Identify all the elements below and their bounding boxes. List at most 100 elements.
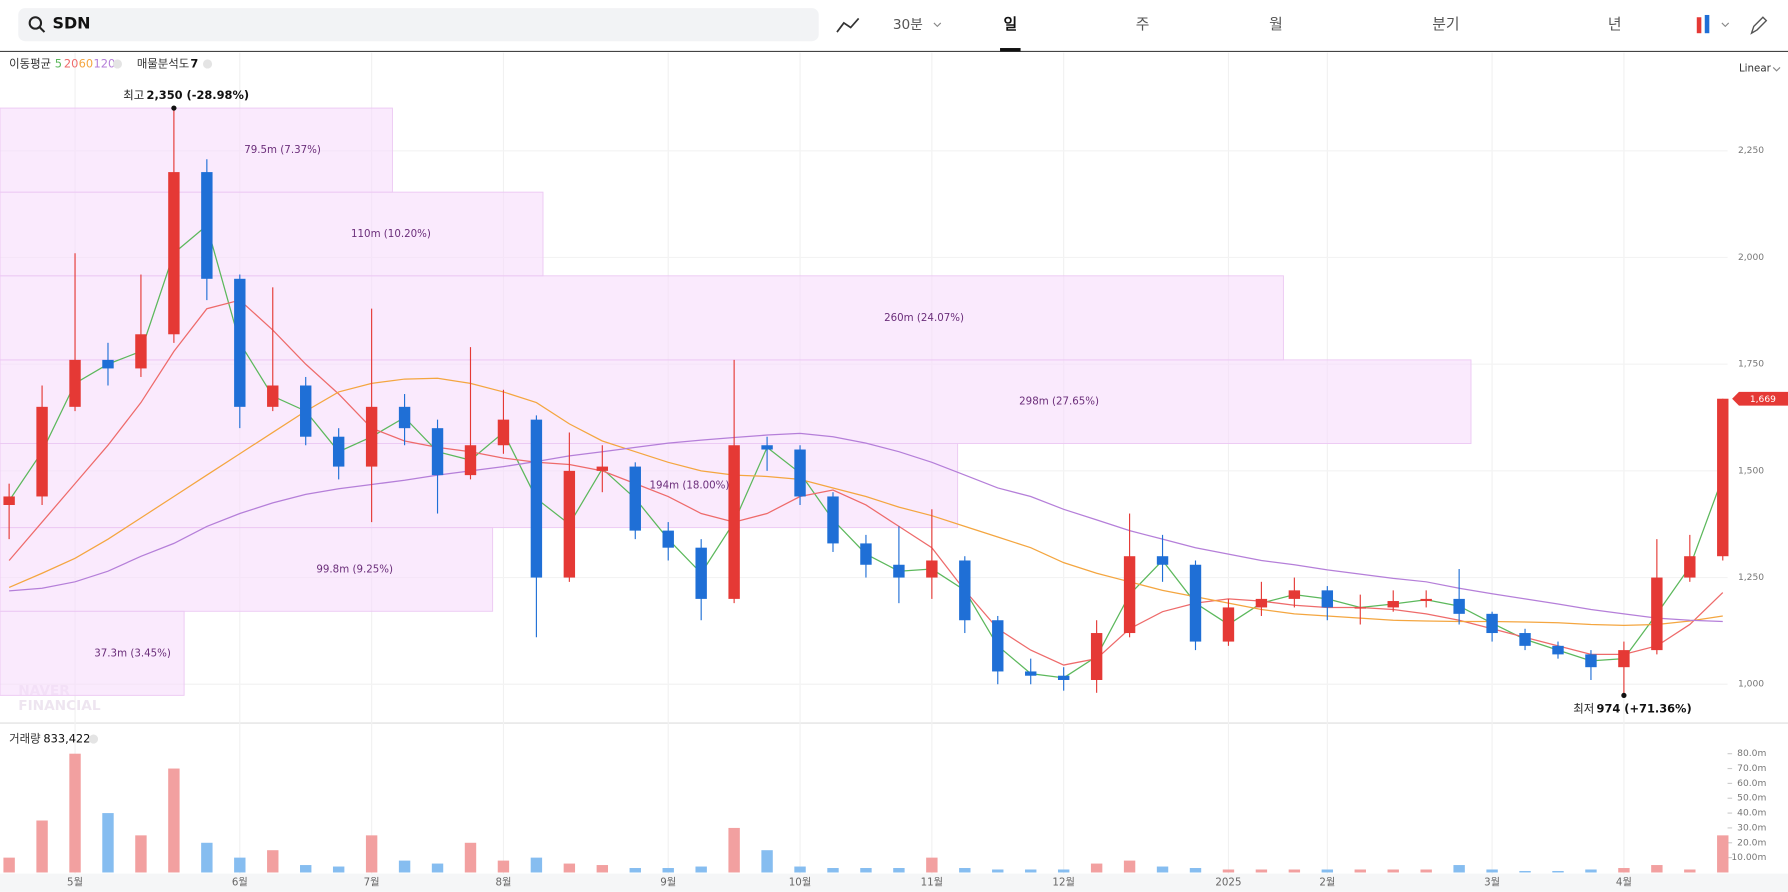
period-tab[interactable]: 분기 (1432, 16, 1459, 33)
candle-body (1222, 607, 1235, 642)
ma-legend-entry: 60 (79, 56, 94, 70)
search-text[interactable]: SDN (52, 14, 90, 33)
volume-bar (1519, 870, 1531, 873)
indicator-icon[interactable] (836, 17, 860, 33)
candle-body (1420, 598, 1432, 602)
x-tick-label: 7월 (364, 877, 380, 889)
volume-bar (3, 857, 15, 873)
extreme-value: 974 (+71.36%) (1597, 702, 1692, 716)
volume-bar (1025, 869, 1037, 873)
volume-profile-band (0, 275, 1284, 361)
volume-bar (1585, 869, 1597, 873)
x-tick-label: 10월 (789, 877, 811, 889)
candle-body (365, 406, 378, 467)
volume-bar (1354, 869, 1366, 873)
candle-body (1123, 556, 1136, 634)
y2-tick-label: 80.0m (1737, 749, 1766, 759)
ma-legend-entry: 120 (94, 56, 116, 70)
candle-body (530, 419, 543, 578)
volume-bar (992, 869, 1004, 873)
y-tick-label: 2,000 (1738, 253, 1764, 263)
y2-tick-label: 50.0m (1737, 794, 1766, 804)
legend-close[interactable] (202, 59, 213, 69)
period-tab[interactable]: 일 (1003, 16, 1017, 33)
extreme-value: 2,350 (-28.98%) (147, 88, 250, 102)
x-tick-label: 9월 (660, 877, 676, 889)
active-tab-underline (1000, 48, 1021, 52)
volume-bar (497, 860, 510, 873)
profile-legend-title[interactable]: 매물분석도 (137, 56, 189, 70)
volume-bar (36, 820, 48, 873)
candle-body (398, 406, 411, 429)
candle-body (860, 543, 872, 565)
candle-body (464, 445, 477, 476)
candle-body (695, 547, 707, 599)
volume-profile-label: 37.3m (3.45%) (94, 647, 171, 659)
candle-body (1618, 650, 1630, 668)
x-tick-label: 2025 (1215, 877, 1241, 889)
ma-legend-entry: 5 (55, 56, 62, 70)
x-tick-label: 6월 (232, 877, 248, 889)
volume-bar (827, 868, 839, 873)
volume-bar (1321, 869, 1334, 873)
volume-profile-band (0, 107, 393, 193)
candle-body (1025, 671, 1037, 676)
volume-bar (135, 835, 147, 873)
y2-tick-label: 10.00m (1731, 853, 1766, 863)
legend-close[interactable] (88, 734, 99, 744)
period-tab[interactable]: 년 (1608, 16, 1622, 33)
search-box[interactable] (18, 8, 819, 42)
candle-body (1651, 577, 1663, 651)
extreme-marker (171, 105, 177, 111)
interval-select[interactable]: 30분 (893, 17, 923, 33)
y-tick-label: 2,250 (1738, 146, 1764, 156)
volume-profile-band (0, 527, 494, 612)
volume-bar (1717, 835, 1729, 873)
ma-legend-entry: 20 (64, 56, 79, 70)
candle-icon[interactable] (1704, 14, 1710, 34)
candle-body (761, 445, 773, 450)
period-tab[interactable]: 월 (1269, 16, 1283, 33)
moving-average-line (8, 299, 1724, 666)
volume-bar (1420, 869, 1432, 873)
draw-icon[interactable] (1750, 16, 1768, 35)
scale-mode[interactable]: Linear (1739, 63, 1772, 75)
x-tick-label: 5월 (67, 877, 83, 889)
extreme-label: 최고 (123, 88, 144, 102)
candle-body (629, 466, 641, 531)
x-tick-label: 2월 (1319, 877, 1335, 889)
x-tick-label: 11월 (921, 877, 943, 889)
candle-body (267, 385, 279, 407)
candle-body (827, 496, 839, 544)
chevron (1721, 22, 1730, 28)
volume-bar (1288, 869, 1301, 873)
last-price-tag (1732, 391, 1788, 406)
candle-body (36, 406, 48, 497)
period-tab[interactable]: 주 (1136, 16, 1150, 33)
volume-profile-label: 99.8m (9.25%) (316, 563, 393, 575)
candle-icon[interactable] (1696, 17, 1702, 34)
volume-bar (1387, 869, 1399, 873)
y-tick-label: 1,500 (1738, 466, 1764, 476)
candle-body (1156, 556, 1169, 565)
candle-body (1552, 645, 1564, 655)
candle-body (69, 359, 81, 407)
legend-close[interactable] (112, 59, 123, 69)
volume-profile-band (0, 191, 544, 277)
y-tick-label: 1,000 (1738, 680, 1764, 690)
y2-tick-label: 40.0m (1737, 809, 1766, 819)
volume-bar (102, 813, 114, 873)
volume-bar (464, 842, 477, 873)
volume-bar (959, 868, 971, 873)
candle-body (1387, 601, 1399, 608)
volume-profile-band (0, 610, 185, 696)
volume-profile-band (0, 359, 1472, 444)
volume-bar (431, 863, 444, 873)
moving-average-line (9, 432, 1723, 623)
extreme-marker (1621, 692, 1627, 698)
ma-legend-title[interactable]: 이동평균 (9, 56, 51, 70)
candle-body (1057, 675, 1070, 680)
volume-legend-value: 833,422 (43, 732, 90, 746)
y2-tick-label: 60.0m (1737, 779, 1766, 789)
